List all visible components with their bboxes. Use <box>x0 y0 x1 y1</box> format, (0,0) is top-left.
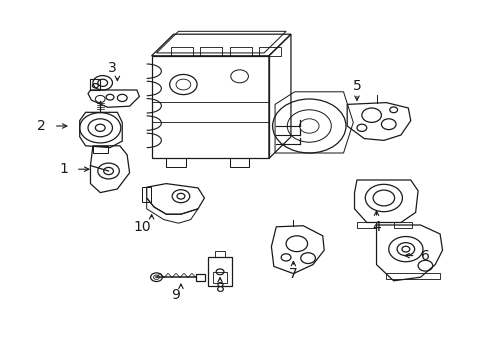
Text: 9: 9 <box>171 288 180 302</box>
Bar <box>393 222 411 228</box>
Text: 7: 7 <box>288 267 297 280</box>
Text: 3: 3 <box>108 62 117 75</box>
Bar <box>386 273 439 279</box>
Text: 4: 4 <box>371 220 380 234</box>
Bar <box>93 146 107 153</box>
Text: 10: 10 <box>133 220 150 234</box>
Bar <box>166 158 185 167</box>
Bar <box>207 257 232 286</box>
Text: 5: 5 <box>352 80 361 93</box>
Text: 2: 2 <box>37 119 46 133</box>
Text: 6: 6 <box>420 249 429 262</box>
Bar <box>229 158 249 167</box>
Bar <box>215 251 224 257</box>
Bar <box>90 79 100 90</box>
Text: 1: 1 <box>59 162 68 176</box>
Bar <box>356 222 375 228</box>
Bar <box>142 187 150 202</box>
Bar <box>212 272 227 283</box>
Text: 8: 8 <box>215 281 224 295</box>
